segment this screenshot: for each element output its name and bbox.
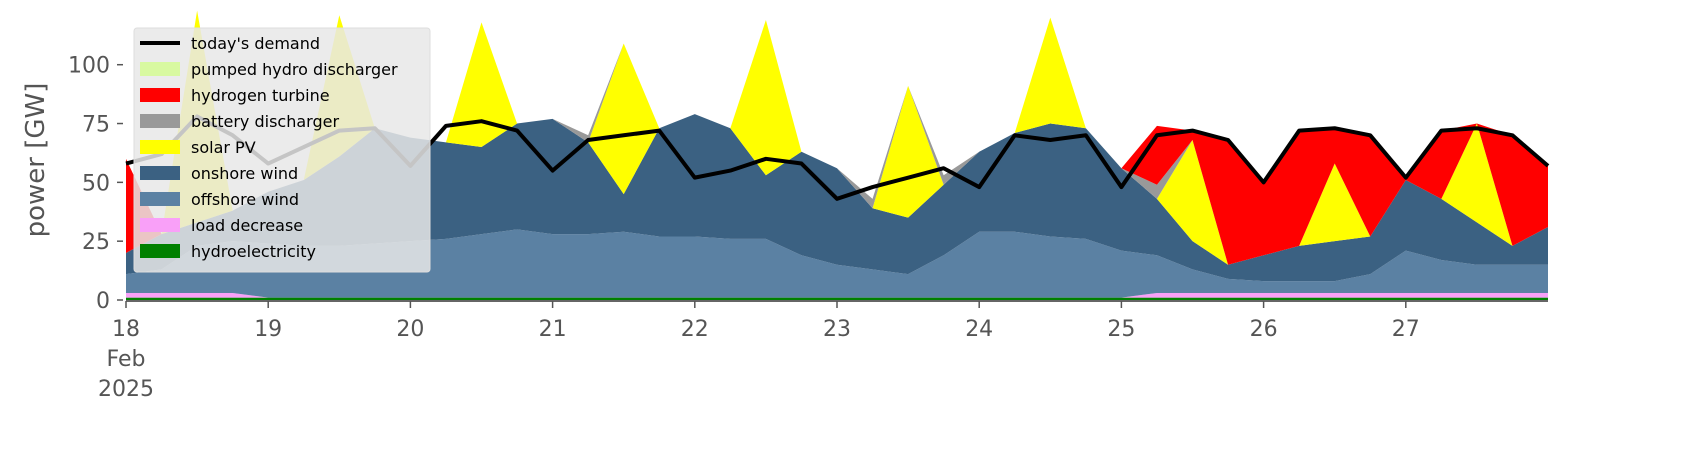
legend-label: offshore wind bbox=[191, 190, 299, 209]
x-tick-label: 22 bbox=[681, 317, 709, 342]
area bbox=[126, 292, 1548, 298]
y-tick-label: 75 bbox=[82, 113, 110, 138]
x-tick-label: 26 bbox=[1250, 317, 1278, 342]
legend-box bbox=[133, 27, 431, 273]
legend-patch bbox=[140, 218, 180, 232]
y-axis-label: power [GW] bbox=[21, 83, 51, 238]
area bbox=[126, 297, 1548, 300]
area bbox=[126, 10, 1548, 265]
x-tick-label: 21 bbox=[539, 317, 567, 342]
legend-patch bbox=[140, 114, 180, 128]
x-tick-label: 23 bbox=[823, 317, 851, 342]
area bbox=[126, 229, 1548, 298]
legend-patch bbox=[140, 88, 180, 102]
legend-label: hydroelectricity bbox=[191, 242, 316, 261]
x-tick-label: 18 Feb 2025 bbox=[98, 317, 154, 402]
legend-patch bbox=[140, 140, 180, 154]
legend-label: hydrogen turbine bbox=[191, 86, 330, 105]
legend-patch bbox=[140, 62, 180, 76]
y-tick-label: 0 bbox=[96, 289, 110, 314]
legend-patch bbox=[140, 166, 180, 180]
legend-label: battery discharger bbox=[191, 112, 339, 131]
legend-label: load decrease bbox=[191, 216, 303, 235]
legend-patch bbox=[140, 192, 180, 206]
legend-label: pumped hydro discharger bbox=[191, 60, 398, 79]
x-tick-label: 24 bbox=[965, 317, 993, 342]
x-tick-label: 25 bbox=[1107, 317, 1135, 342]
x-tick-label: 20 bbox=[396, 317, 424, 342]
y-tick-label: 100 bbox=[68, 54, 110, 79]
y-tick-label: 25 bbox=[82, 230, 110, 255]
legend: today's demand pumped hydro discharger hyd… bbox=[133, 27, 431, 273]
legend-label: onshore wind bbox=[191, 164, 298, 183]
x-tick-label: 27 bbox=[1392, 317, 1420, 342]
legend-patch bbox=[140, 244, 180, 258]
x-tick-label: 19 bbox=[254, 317, 282, 342]
legend-label: solar PV bbox=[191, 138, 256, 157]
legend-label: today's demand bbox=[191, 34, 320, 53]
y-tick-label: 50 bbox=[82, 171, 110, 196]
